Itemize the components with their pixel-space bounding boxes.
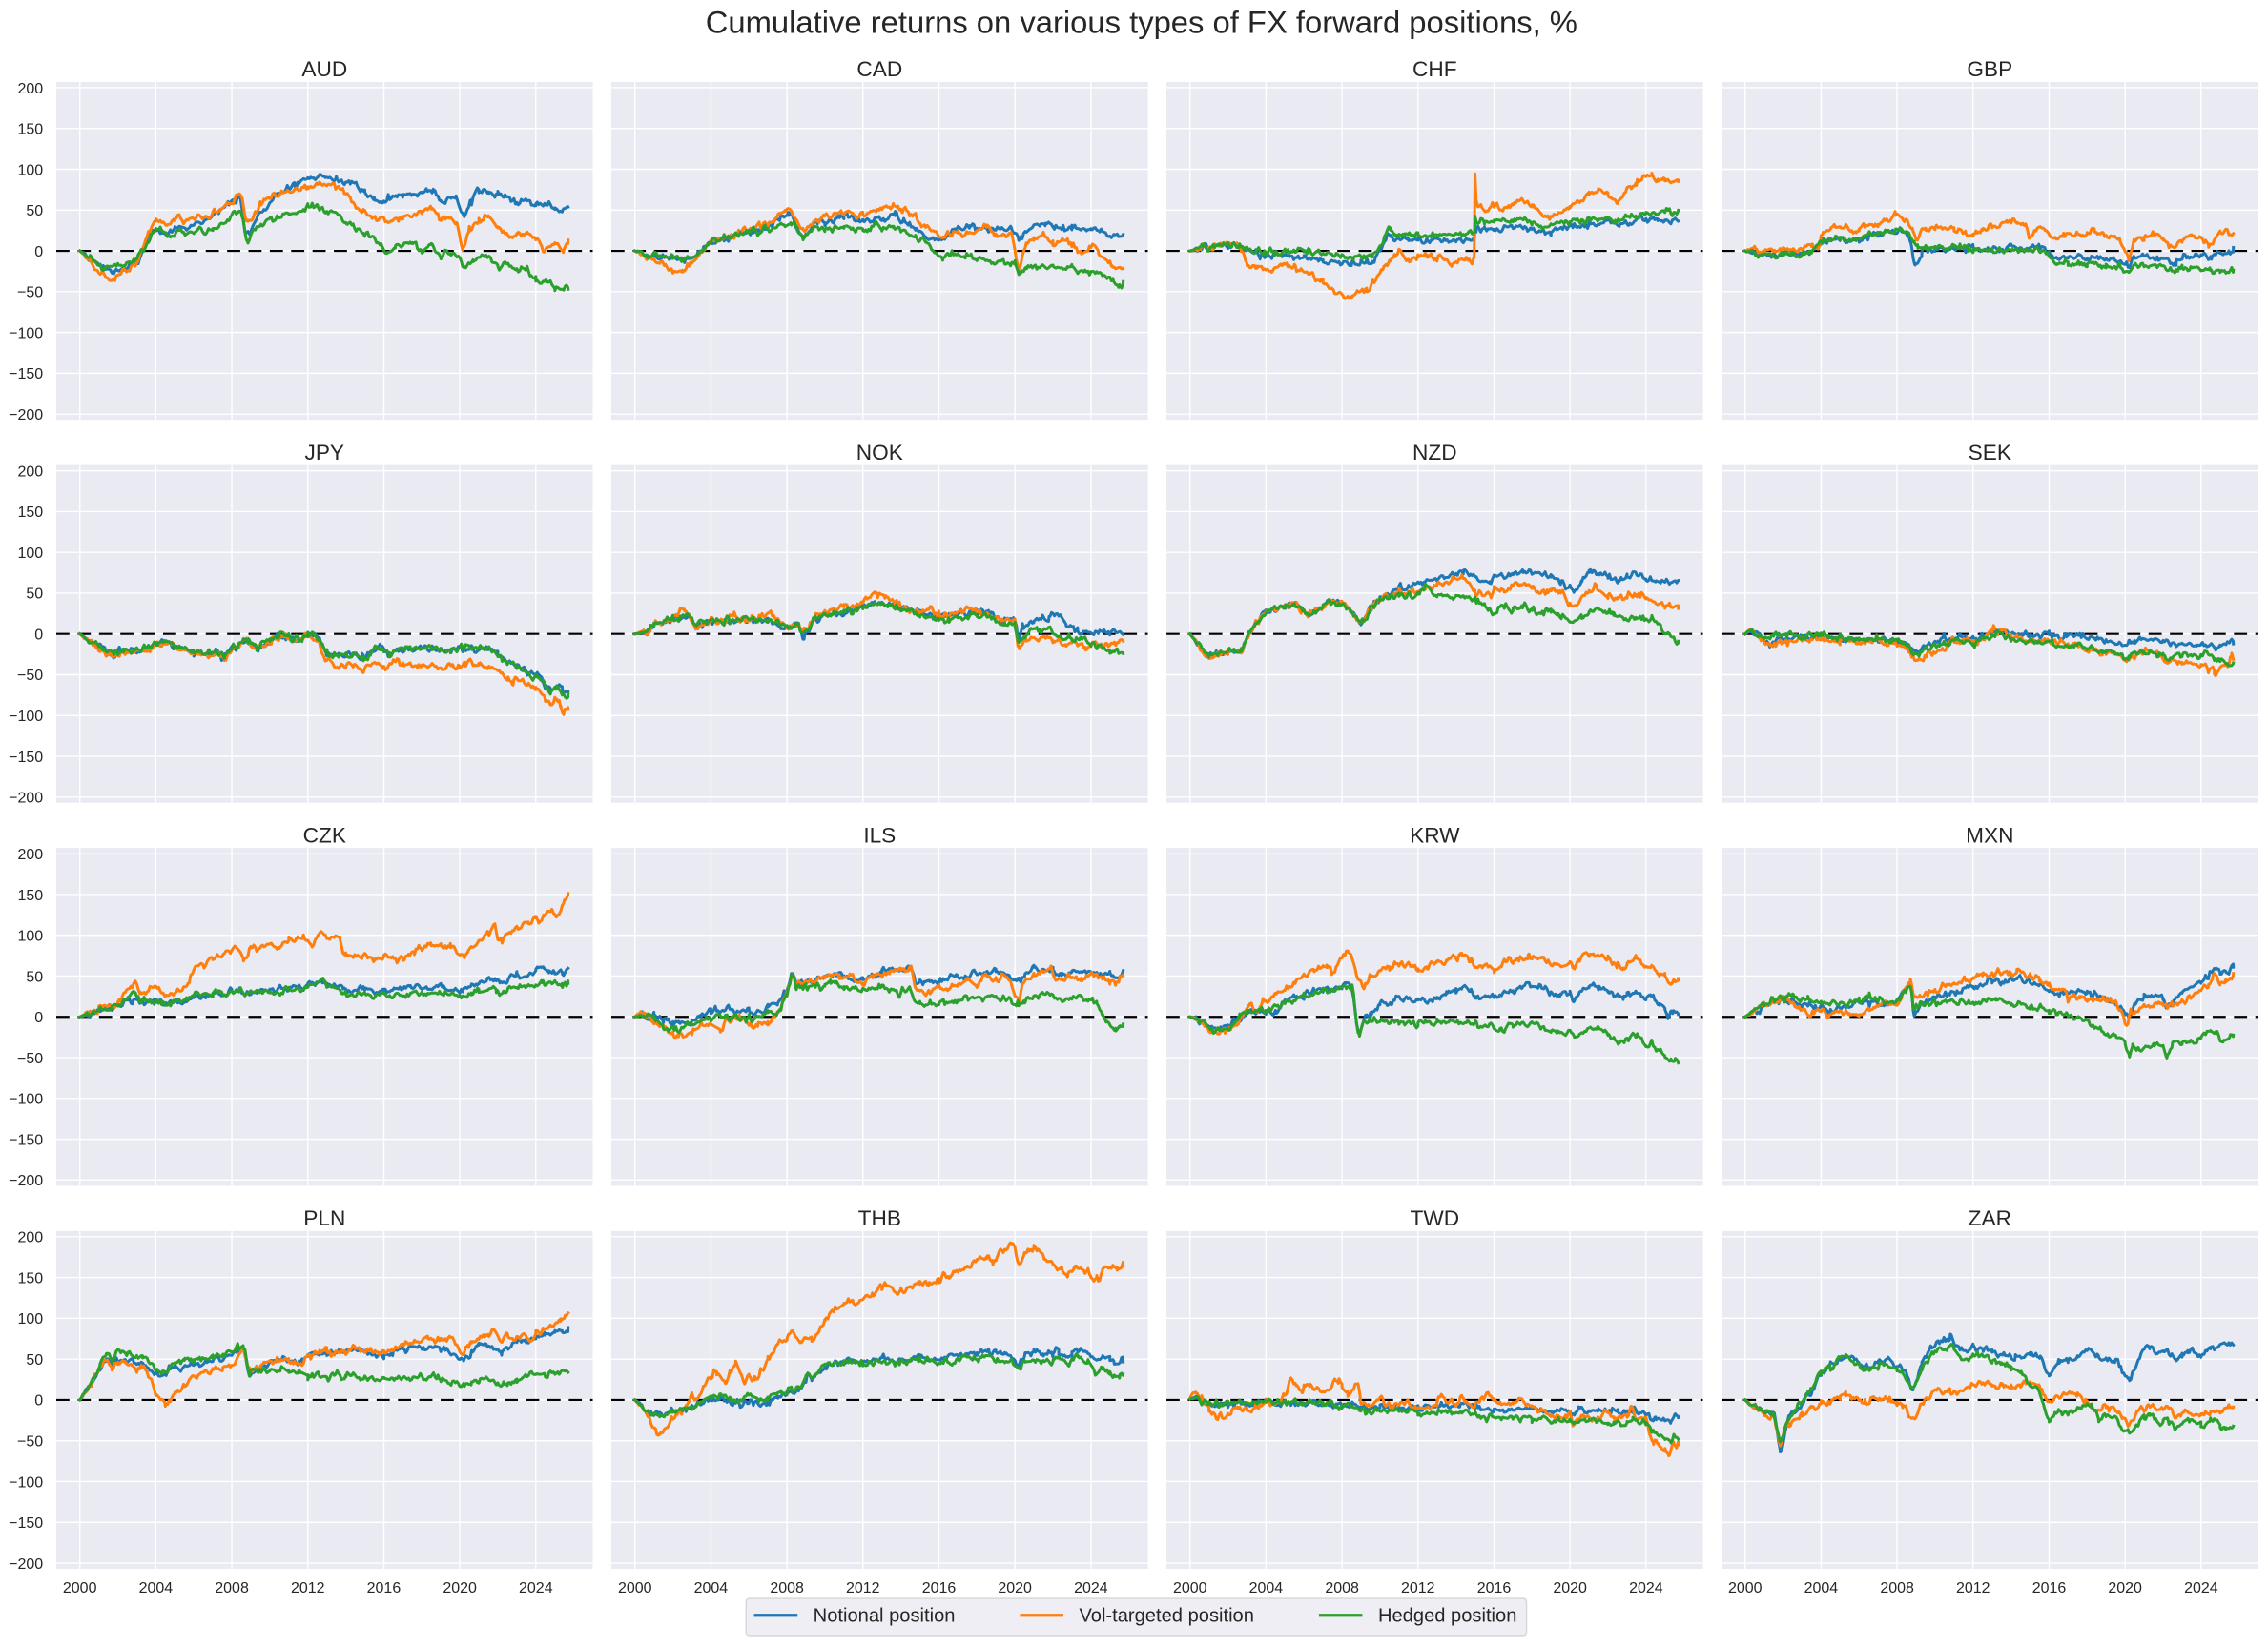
svg-text:−150: −150	[9, 750, 43, 766]
svg-text:150: 150	[17, 1270, 43, 1287]
svg-text:200: 200	[17, 463, 43, 480]
svg-text:2000: 2000	[618, 1580, 652, 1596]
svg-text:100: 100	[17, 929, 43, 945]
svg-text:−50: −50	[17, 1433, 43, 1450]
svg-text:ILS: ILS	[863, 823, 896, 847]
svg-text:2008: 2008	[1880, 1580, 1914, 1596]
svg-text:50: 50	[26, 969, 43, 985]
svg-text:CHF: CHF	[1412, 57, 1456, 81]
svg-text:2016: 2016	[367, 1580, 402, 1596]
svg-text:2004: 2004	[1804, 1580, 1839, 1596]
svg-text:100: 100	[17, 162, 43, 178]
svg-text:−200: −200	[9, 791, 43, 807]
svg-text:2020: 2020	[1553, 1580, 1587, 1596]
svg-text:200: 200	[17, 81, 43, 97]
svg-text:2020: 2020	[443, 1580, 477, 1596]
svg-text:100: 100	[17, 1311, 43, 1328]
svg-text:2000: 2000	[1728, 1580, 1763, 1596]
svg-text:2024: 2024	[519, 1580, 553, 1596]
svg-text:Notional position: Notional position	[814, 1606, 956, 1627]
svg-text:2004: 2004	[1249, 1580, 1284, 1596]
svg-text:CAD: CAD	[856, 57, 902, 81]
svg-text:−200: −200	[9, 407, 43, 423]
svg-text:50: 50	[26, 587, 43, 603]
svg-text:PLN: PLN	[303, 1206, 345, 1230]
svg-text:150: 150	[17, 888, 43, 904]
svg-text:2020: 2020	[998, 1580, 1032, 1596]
svg-text:2000: 2000	[1173, 1580, 1207, 1596]
svg-text:2012: 2012	[846, 1580, 880, 1596]
svg-text:2000: 2000	[63, 1580, 97, 1596]
svg-text:50: 50	[26, 203, 43, 219]
svg-text:2008: 2008	[770, 1580, 804, 1596]
svg-text:−150: −150	[9, 1132, 43, 1148]
svg-text:2008: 2008	[215, 1580, 249, 1596]
svg-text:AUD: AUD	[301, 57, 347, 81]
svg-text:−200: −200	[9, 1173, 43, 1189]
svg-text:200: 200	[17, 847, 43, 863]
svg-text:50: 50	[26, 1352, 43, 1369]
svg-text:2016: 2016	[922, 1580, 957, 1596]
svg-text:2016: 2016	[1477, 1580, 1512, 1596]
svg-text:ZAR: ZAR	[1969, 1206, 2011, 1230]
svg-text:0: 0	[34, 244, 43, 260]
svg-text:200: 200	[17, 1230, 43, 1246]
svg-text:0: 0	[34, 1393, 43, 1410]
svg-text:2012: 2012	[1401, 1580, 1435, 1596]
svg-text:2004: 2004	[139, 1580, 174, 1596]
svg-text:2012: 2012	[291, 1580, 325, 1596]
svg-text:CZK: CZK	[303, 823, 346, 847]
svg-text:TWD: TWD	[1411, 1206, 1460, 1230]
svg-text:−50: −50	[17, 668, 43, 684]
svg-text:−150: −150	[9, 366, 43, 382]
svg-text:100: 100	[17, 546, 43, 562]
svg-text:2004: 2004	[694, 1580, 729, 1596]
svg-text:−50: −50	[17, 285, 43, 301]
svg-text:KRW: KRW	[1410, 823, 1460, 847]
svg-text:−100: −100	[9, 1474, 43, 1491]
svg-text:−100: −100	[9, 1092, 43, 1108]
svg-text:Hedged position: Hedged position	[1378, 1606, 1516, 1627]
svg-text:150: 150	[17, 122, 43, 138]
svg-text:2016: 2016	[2032, 1580, 2067, 1596]
svg-text:2012: 2012	[1956, 1580, 1990, 1596]
svg-text:Vol-targeted position: Vol-targeted position	[1079, 1606, 1253, 1627]
svg-text:−100: −100	[9, 325, 43, 341]
svg-text:0: 0	[34, 627, 43, 643]
svg-text:−150: −150	[9, 1515, 43, 1532]
svg-text:MXN: MXN	[1966, 823, 2013, 847]
svg-text:2008: 2008	[1325, 1580, 1359, 1596]
svg-text:SEK: SEK	[1969, 441, 2011, 464]
svg-text:−50: −50	[17, 1051, 43, 1067]
svg-text:THB: THB	[858, 1206, 901, 1230]
svg-text:150: 150	[17, 504, 43, 521]
svg-text:−200: −200	[9, 1556, 43, 1573]
svg-text:2024: 2024	[2184, 1580, 2218, 1596]
svg-text:JPY: JPY	[305, 441, 345, 464]
svg-text:GBP: GBP	[1967, 57, 2012, 81]
svg-text:NZD: NZD	[1412, 441, 1456, 464]
svg-text:2024: 2024	[1629, 1580, 1663, 1596]
svg-text:−100: −100	[9, 709, 43, 725]
svg-text:0: 0	[34, 1010, 43, 1026]
svg-text:NOK: NOK	[856, 441, 903, 464]
svg-text:2020: 2020	[2108, 1580, 2142, 1596]
svg-text:Cumulative returns on various: Cumulative returns on various types of F…	[706, 4, 1577, 39]
svg-text:2024: 2024	[1074, 1580, 1108, 1596]
